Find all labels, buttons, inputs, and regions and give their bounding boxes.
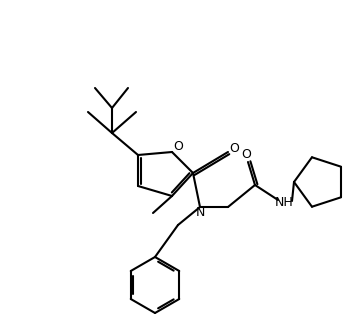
- Text: N: N: [195, 206, 205, 218]
- Text: NH: NH: [275, 196, 293, 210]
- Text: O: O: [173, 141, 183, 153]
- Text: O: O: [241, 148, 251, 161]
- Text: O: O: [229, 142, 239, 154]
